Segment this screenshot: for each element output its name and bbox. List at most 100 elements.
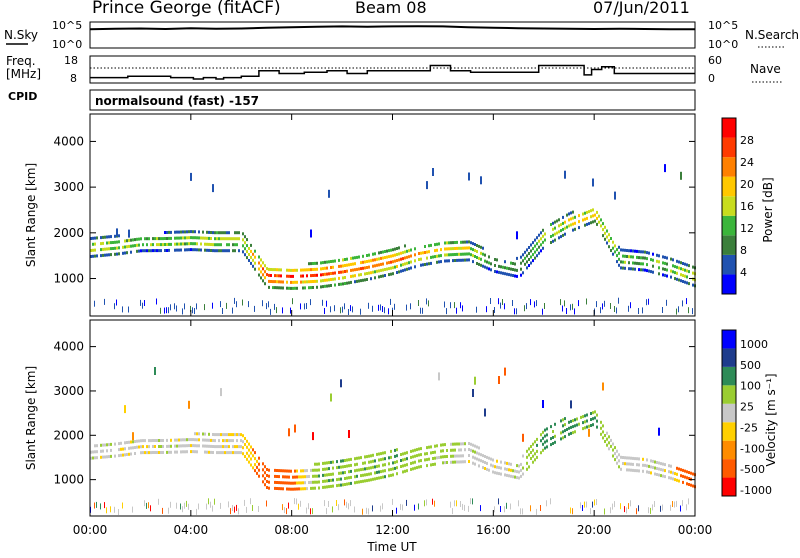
- echo-cell: [366, 260, 368, 263]
- echo-cell: [528, 465, 530, 469]
- sparse-echo-cell: [592, 178, 594, 187]
- echo-cell: [236, 445, 238, 449]
- echo-cell: [310, 480, 312, 484]
- echo-cell: [692, 265, 694, 269]
- echo-cell: [444, 455, 446, 459]
- echo-cell: [190, 236, 192, 240]
- ground-scatter-cell: [104, 502, 105, 509]
- echo-cell: [538, 245, 540, 249]
- echo-cell: [590, 418, 592, 421]
- echo-cell: [316, 279, 318, 283]
- ground-scatter-cell: [322, 299, 323, 306]
- echo-cell: [476, 445, 478, 449]
- ground-scatter-cell: [250, 498, 251, 505]
- echo-cell: [450, 448, 452, 452]
- echo-cell: [126, 441, 128, 444]
- echo-cell: [150, 243, 152, 247]
- echo-cell: [430, 255, 432, 259]
- echo-cell: [368, 265, 370, 269]
- echo-cell: [582, 427, 584, 431]
- echo-cell: [194, 450, 196, 454]
- echo-cell: [426, 262, 428, 266]
- echo-cell: [564, 417, 566, 421]
- echo-cell: [314, 474, 316, 478]
- colorbar-swatch: [722, 235, 736, 255]
- velocity-colorbar-tick: -25: [740, 421, 758, 434]
- sparse-echo-cell: [602, 382, 604, 391]
- echo-cell: [114, 240, 116, 244]
- echo-cell: [350, 481, 352, 485]
- echo-cell: [354, 481, 356, 485]
- echo-cell: [346, 458, 348, 462]
- echo-cell: [114, 252, 116, 256]
- echo-cell: [374, 264, 376, 268]
- echo-cell: [636, 469, 638, 473]
- echo-cell: [332, 271, 334, 275]
- echo-cell: [692, 271, 694, 275]
- echo-cell: [262, 273, 264, 277]
- ground-scatter-cell: [636, 508, 637, 515]
- sparse-echo-cell: [542, 400, 544, 408]
- echo-cell: [342, 276, 344, 280]
- echo-cell: [572, 431, 574, 435]
- echo-cell: [222, 439, 224, 443]
- echo-cell: [330, 460, 332, 464]
- echo-cell: [366, 479, 368, 483]
- echo-cell: [190, 242, 192, 246]
- echo-cell: [286, 475, 288, 479]
- echo-cell: [390, 449, 392, 453]
- ground-scatter-cell: [456, 307, 457, 314]
- power-colorbar-tick: 4: [740, 266, 747, 279]
- echo-cell: [622, 248, 624, 252]
- echo-cell: [498, 466, 500, 470]
- echo-cell: [396, 466, 398, 470]
- echo-cell: [160, 439, 162, 442]
- echo-cell: [628, 468, 630, 472]
- echo-cell: [378, 263, 380, 267]
- echo-cell: [504, 461, 506, 465]
- echo-cell: [408, 261, 410, 265]
- echo-cell: [164, 231, 166, 234]
- echo-cell: [364, 455, 366, 459]
- ground-scatter-cell: [470, 498, 471, 505]
- echo-cell: [104, 247, 106, 251]
- echo-cell: [198, 444, 200, 448]
- echo-cell: [404, 268, 406, 272]
- echo-cell: [200, 236, 202, 240]
- ground-scatter-cell: [468, 505, 469, 512]
- echo-cell: [600, 218, 602, 222]
- echo-cell: [396, 448, 398, 452]
- ground-scatter-cell: [504, 506, 505, 513]
- ground-scatter-cell: [648, 507, 649, 514]
- echo-cell: [144, 451, 146, 455]
- echo-cell: [560, 223, 562, 227]
- echo-cell: [622, 254, 624, 258]
- echo-cell: [342, 258, 344, 262]
- echo-cell: [192, 236, 194, 240]
- echo-cell: [536, 437, 538, 441]
- echo-cell: [642, 457, 644, 461]
- echo-cell: [332, 265, 334, 269]
- echo-cell: [430, 451, 432, 455]
- echo-cell: [250, 243, 252, 247]
- echo-cell: [646, 470, 648, 474]
- echo-cell: [382, 451, 384, 455]
- ground-scatter-cell: [462, 503, 463, 510]
- echo-cell: [390, 260, 392, 264]
- echo-cell: [176, 450, 178, 454]
- echo-cell: [378, 257, 380, 261]
- echo-cell: [372, 258, 374, 262]
- ground-scatter-cell: [498, 298, 499, 305]
- echo-cell: [510, 462, 512, 466]
- echo-cell: [676, 259, 678, 263]
- ground-scatter-cell: [426, 499, 427, 506]
- echo-cell: [372, 264, 374, 268]
- ground-scatter-cell: [584, 501, 585, 508]
- echo-cell: [370, 277, 372, 281]
- echo-cell: [610, 249, 612, 252]
- colorbar-swatch: [722, 196, 736, 216]
- echo-cell: [366, 455, 368, 459]
- echo-cell: [134, 446, 136, 449]
- echo-cell: [262, 279, 264, 283]
- ground-scatter-cell: [626, 507, 627, 514]
